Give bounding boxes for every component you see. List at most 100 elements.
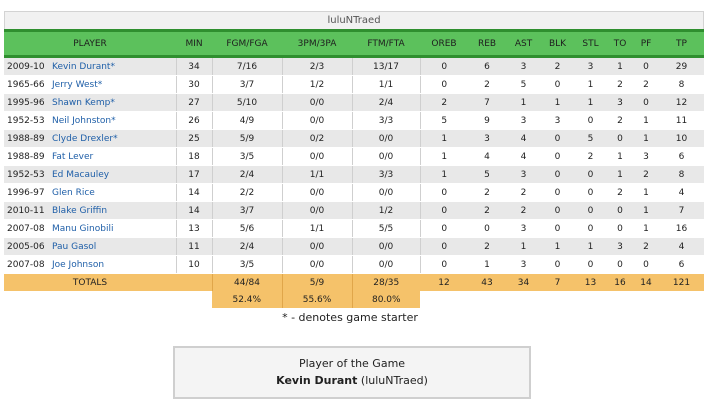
cell-stl: 0 xyxy=(574,183,608,202)
cell-tp: 6 xyxy=(659,147,705,166)
potg-player-name: Kevin Durant xyxy=(276,374,358,387)
cell-ft: 0/0 xyxy=(351,129,421,148)
player-link[interactable]: Jerry West* xyxy=(52,79,103,90)
player-link[interactable]: Kevin Durant* xyxy=(52,61,115,72)
cell-3p: 0/2 xyxy=(281,129,353,148)
cell-blk: 0 xyxy=(541,75,575,94)
player-link[interactable]: Manu Ginobili xyxy=(52,223,114,234)
cell-season: 2010-11 xyxy=(4,201,50,220)
box-score-table: PLAYER MIN FGM/FGA 3PM/3PA FTM/FTA OREB … xyxy=(4,29,705,308)
header-fgm-fga[interactable]: FGM/FGA xyxy=(212,29,283,58)
cell-ft: 1/2 xyxy=(351,201,421,220)
cell-season: 1952-53 xyxy=(4,165,50,184)
cell-tp: 11 xyxy=(659,111,705,130)
cell-tp: 10 xyxy=(659,129,705,148)
cell-season: 2007-08 xyxy=(4,219,50,238)
player-link[interactable]: Glen Rice xyxy=(52,187,95,198)
cell-player-name: Fat Lever xyxy=(50,147,177,166)
header-stl[interactable]: STL xyxy=(574,29,608,58)
cell-oreb: 0 xyxy=(419,183,469,202)
cell-blk: 1 xyxy=(541,93,575,112)
header-player[interactable]: PLAYER xyxy=(4,29,177,58)
ft-percentage: 80.0% xyxy=(351,291,421,308)
header-to[interactable]: TO xyxy=(607,29,634,58)
cell-season: 2005-06 xyxy=(4,237,50,256)
cell-player-name: Glen Rice xyxy=(50,183,177,202)
cell-to: 0 xyxy=(607,219,634,238)
cell-blk: 0 xyxy=(541,147,575,166)
cell-blk: 0 xyxy=(541,201,575,220)
player-link[interactable]: Shawn Kemp* xyxy=(52,97,115,108)
cell-ast: 1 xyxy=(506,93,542,112)
cell-season: 2009-10 xyxy=(4,56,50,76)
cell-tp: 7 xyxy=(659,201,705,220)
cell-reb: 2 xyxy=(468,201,507,220)
cell-pf: 1 xyxy=(633,219,660,238)
cell-to: 0 xyxy=(607,201,634,220)
header-pf[interactable]: PF xyxy=(633,29,660,58)
cell-ast: 2 xyxy=(506,201,542,220)
cell-ft: 13/17 xyxy=(351,56,421,76)
player-link[interactable]: Neil Johnston* xyxy=(52,115,116,126)
cell-ft: 0/0 xyxy=(351,255,421,274)
cell-stl: 3 xyxy=(574,56,608,76)
player-link[interactable]: Fat Lever xyxy=(52,151,94,162)
player-link[interactable]: Ed Macauley xyxy=(52,169,110,180)
box-score-title: luluNTraed xyxy=(4,11,704,29)
table-row: 1952-53 Neil Johnston* 26 4/9 0/0 3/3 5 9 3 3 0 2 1 1… xyxy=(4,111,705,130)
player-link[interactable]: Pau Gasol xyxy=(52,241,97,252)
cell-min: 11 xyxy=(175,237,213,256)
cell-reb: 7 xyxy=(468,93,507,112)
header-3pm-3pa[interactable]: 3PM/3PA xyxy=(282,29,353,58)
cell-oreb: 0 xyxy=(419,56,469,76)
cell-tp: 8 xyxy=(659,75,705,94)
cell-reb: 2 xyxy=(468,75,507,94)
header-tp[interactable]: TP xyxy=(659,29,705,58)
cell-min: 13 xyxy=(175,219,213,238)
cell-ft: 3/3 xyxy=(351,165,421,184)
header-reb[interactable]: REB xyxy=(468,29,507,58)
cell-to: 3 xyxy=(607,93,634,112)
cell-3p: 1/2 xyxy=(281,75,353,94)
cell-pf: 2 xyxy=(633,165,660,184)
cell-to: 1 xyxy=(607,147,634,166)
player-link[interactable]: Blake Griffin xyxy=(52,205,108,216)
cell-pf: 0 xyxy=(633,255,660,274)
header-ast[interactable]: AST xyxy=(506,29,542,58)
totals-3p: 5/9 xyxy=(281,273,353,291)
table-header-row: PLAYER MIN FGM/FGA 3PM/3PA FTM/FTA OREB … xyxy=(4,29,705,58)
cell-tp: 8 xyxy=(659,165,705,184)
cell-pf: 1 xyxy=(633,183,660,202)
cell-to: 2 xyxy=(607,75,634,94)
player-link[interactable]: Clyde Drexler* xyxy=(52,133,118,144)
totals-reb: 43 xyxy=(468,273,507,291)
cell-pf: 2 xyxy=(633,237,660,256)
cell-blk: 3 xyxy=(541,111,575,130)
cell-stl: 0 xyxy=(574,219,608,238)
cell-to: 2 xyxy=(607,183,634,202)
header-min[interactable]: MIN xyxy=(176,29,213,58)
cell-season: 1988-89 xyxy=(4,147,50,166)
cell-ft: 1/1 xyxy=(351,75,421,94)
player-link[interactable]: Joe Johnson xyxy=(52,259,105,270)
header-oreb[interactable]: OREB xyxy=(420,29,469,58)
header-blk[interactable]: BLK xyxy=(541,29,575,58)
cell-oreb: 2 xyxy=(419,93,469,112)
table-row: 1996-97 Glen Rice 14 2/2 0/0 0/0 0 2 2 0 0 2 1 4 xyxy=(4,183,705,202)
cell-3p: 2/3 xyxy=(281,56,353,76)
table-row: 1988-89 Clyde Drexler* 25 5/9 0/2 0/0 1 3 4 0 5 0 1 1… xyxy=(4,129,705,148)
cell-3p: 0/0 xyxy=(281,147,353,166)
cell-oreb: 0 xyxy=(419,219,469,238)
cell-min: 27 xyxy=(175,93,213,112)
table-row: 1952-53 Ed Macauley 17 2/4 1/1 3/3 1 5 3 0 0 1 2 8 xyxy=(4,165,705,184)
table-row: 2009-10 Kevin Durant* 34 7/16 2/3 13/17 0 6 3 2 3 1… xyxy=(4,56,705,76)
cell-ast: 3 xyxy=(506,165,542,184)
cell-min: 18 xyxy=(175,147,213,166)
cell-to: 1 xyxy=(607,56,634,76)
cell-blk: 0 xyxy=(541,255,575,274)
header-ftm-fta[interactable]: FTM/FTA xyxy=(352,29,421,58)
cell-fg: 3/7 xyxy=(211,75,283,94)
cell-season: 1988-89 xyxy=(4,129,50,148)
fg-percentage: 52.4% xyxy=(212,291,283,308)
cell-reb: 2 xyxy=(468,237,507,256)
